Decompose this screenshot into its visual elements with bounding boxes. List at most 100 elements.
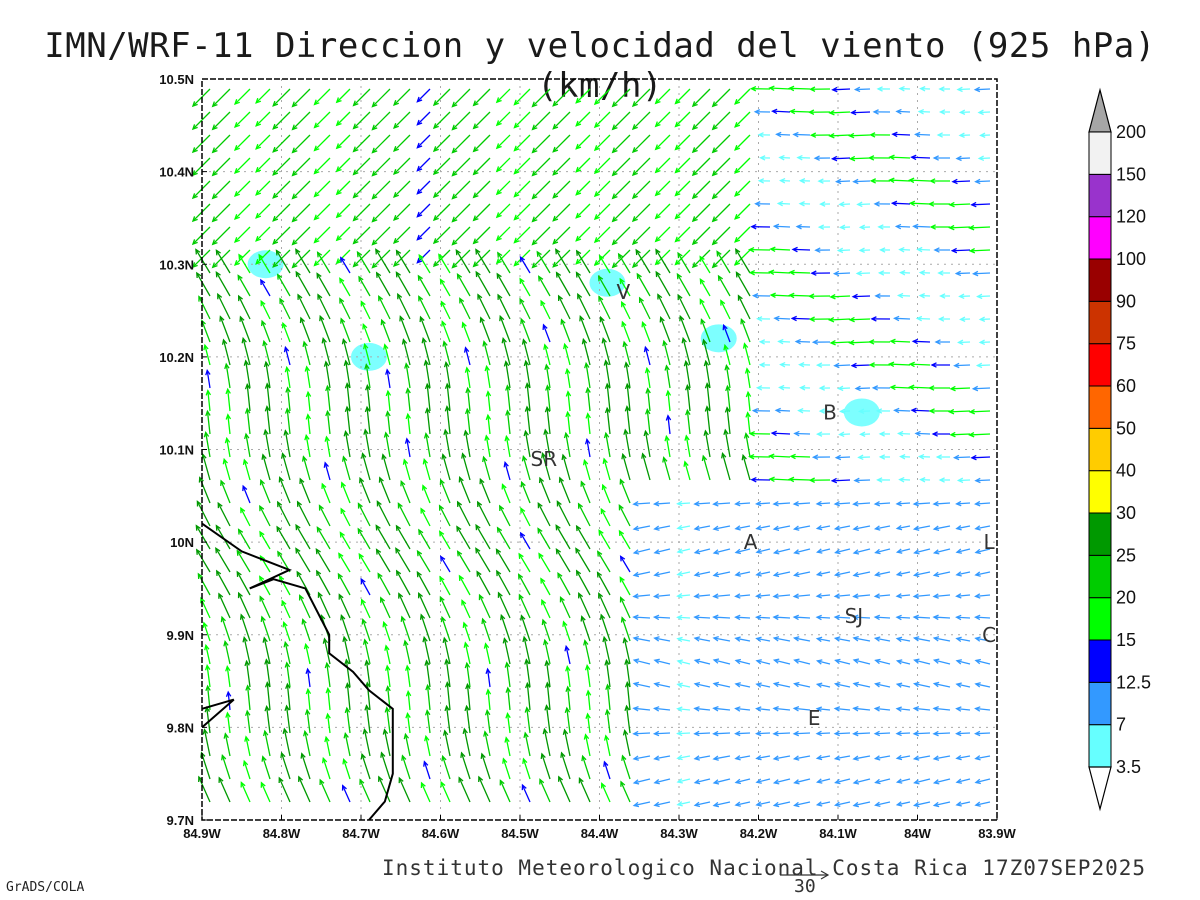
wind-arrow: [850, 362, 871, 369]
wind-arrow: [295, 270, 311, 297]
wind-arrow: [244, 382, 251, 412]
wind-arrow: [778, 154, 791, 161]
wind-arrow: [242, 759, 251, 780]
wind-arrow: [896, 430, 911, 437]
wind-arrow: [475, 270, 491, 297]
wind-arrow: [543, 638, 551, 665]
wind-arrow: [808, 293, 831, 299]
wind-arrow: [325, 409, 331, 435]
wind-arrow: [751, 293, 771, 299]
colorbar-label: 25: [1116, 545, 1136, 565]
wind-arrow: [912, 571, 931, 578]
wind-arrow: [438, 504, 451, 527]
wind-arrow: [203, 430, 211, 458]
wind-arrow: [416, 203, 431, 218]
wind-arrow: [237, 274, 251, 297]
wind-arrow: [281, 321, 291, 343]
wind-arrow: [263, 428, 271, 458]
wind-arrow: [914, 430, 931, 437]
wind-arrow: [852, 658, 871, 665]
wind-arrow: [870, 316, 891, 322]
wind-arrow: [932, 525, 951, 531]
wind-arrow: [460, 751, 471, 780]
wind-arrow: [833, 636, 851, 642]
wind-arrow: [955, 730, 971, 737]
wind-arrow: [443, 428, 451, 458]
wind-arrow: [197, 572, 211, 596]
wind-arrow: [968, 431, 991, 438]
wind-arrow: [817, 224, 831, 230]
wind-arrow: [793, 681, 811, 688]
wind-arrow: [621, 300, 631, 320]
wind-arrow: [513, 203, 531, 221]
colorbar-label: 50: [1116, 418, 1136, 438]
wind-arrow: [422, 635, 431, 665]
wind-arrow: [280, 751, 291, 780]
wind-arrow: [482, 455, 491, 481]
wind-arrow: [915, 315, 931, 322]
wind-arrow: [552, 157, 571, 176]
wind-arrow: [958, 109, 971, 115]
wind-arrow: [815, 362, 831, 368]
wind-arrow: [685, 408, 691, 435]
wind-arrow: [792, 755, 811, 761]
wind-arrow: [703, 429, 711, 458]
wind-arrow: [575, 88, 591, 104]
wind-arrow: [520, 507, 531, 527]
wind-arrow: [444, 405, 451, 435]
wind-arrow: [955, 778, 971, 784]
wind-arrow: [593, 88, 611, 106]
wind-arrow: [439, 575, 451, 596]
colorbar-label: 3.5: [1116, 757, 1141, 777]
wind-arrow: [485, 413, 492, 435]
wind-arrow: [304, 365, 311, 389]
wind-arrow: [831, 86, 851, 93]
wind-arrow: [272, 226, 291, 245]
wind-arrow: [912, 614, 931, 621]
wind-arrow: [398, 776, 411, 803]
wind-arrow: [792, 501, 811, 507]
wind-arrow: [451, 226, 471, 246]
colorbar-upper-triangle: [1088, 87, 1112, 133]
wind-arrow: [691, 111, 711, 131]
wind-arrow: [974, 636, 991, 642]
wind-arrow: [341, 784, 351, 803]
wind-arrow: [839, 224, 851, 231]
wind-arrow: [838, 201, 851, 208]
wind-arrow: [712, 730, 731, 737]
wind-arrow: [878, 454, 891, 460]
wind-arrow: [873, 706, 891, 712]
wind-arrow: [432, 111, 451, 130]
wind-arrow: [974, 755, 991, 761]
wind-arrow: [495, 88, 511, 104]
wind-arrow: [505, 409, 511, 435]
wind-arrow: [755, 593, 771, 599]
wind-arrow: [711, 88, 731, 108]
wind-arrow: [929, 224, 951, 230]
wind-arrow: [240, 506, 251, 527]
wind-arrow: [654, 249, 671, 266]
wind-arrow: [974, 548, 991, 555]
wind-arrow: [580, 615, 591, 642]
x-tick-label: 84.4W: [581, 826, 619, 841]
wind-arrow: [873, 500, 891, 507]
wind-arrow: [873, 201, 891, 207]
wind-arrow: [617, 252, 631, 274]
wind-arrow: [632, 681, 651, 688]
wind-arrow: [335, 203, 351, 219]
wind-arrow: [815, 706, 831, 712]
wind-arrow: [624, 704, 631, 734]
wind-arrow: [711, 157, 731, 177]
wind-arrow: [196, 271, 211, 297]
wind-arrow: [424, 407, 431, 435]
wind-arrow: [504, 736, 511, 757]
wind-arrow: [869, 178, 891, 184]
wind-arrow: [893, 315, 911, 322]
wind-arrow: [583, 639, 591, 665]
wind-arrow: [495, 203, 511, 219]
wind-arrow: [291, 226, 311, 246]
wind-arrow: [711, 203, 731, 223]
wind-arrow: [284, 365, 291, 389]
wind-arrow: [693, 801, 711, 808]
wind-arrow: [815, 593, 831, 599]
